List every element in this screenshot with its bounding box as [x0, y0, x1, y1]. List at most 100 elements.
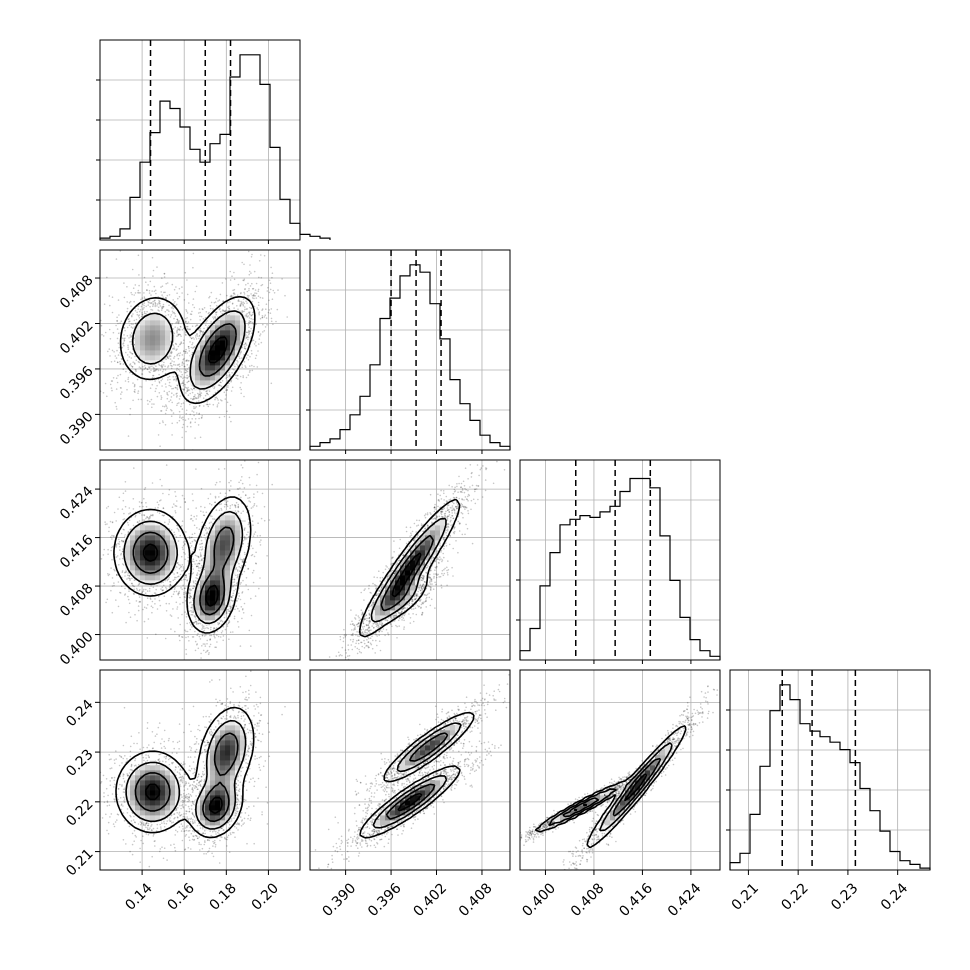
density-cell: [220, 355, 226, 361]
sample-point: [185, 360, 187, 362]
density-cell: [160, 355, 166, 361]
sample-point: [133, 588, 135, 591]
sample-point: [245, 494, 247, 496]
sample-point: [234, 374, 237, 377]
sample-point: [168, 390, 170, 393]
sample-point: [195, 336, 197, 338]
sample-point: [133, 585, 136, 588]
density-cell: [160, 320, 166, 326]
sample-point: [218, 416, 221, 419]
sample-point: [122, 343, 124, 345]
sample-point: [187, 418, 190, 420]
sample-point: [257, 350, 259, 352]
sample-point: [184, 419, 187, 422]
sample-point: [228, 308, 231, 310]
sample-point: [152, 303, 154, 305]
sample-point: [162, 306, 165, 308]
sample-point: [186, 293, 189, 296]
sample-point: [183, 542, 186, 545]
sample-point: [107, 553, 109, 555]
sample-point: [253, 496, 255, 499]
sample-point: [178, 370, 181, 372]
sample-point: [194, 667, 196, 669]
density-cell: [240, 320, 246, 326]
sample-point: [250, 314, 252, 317]
sample-point: [226, 388, 228, 391]
sample-point: [248, 294, 250, 297]
sample-point: [189, 518, 192, 520]
sample-point: [260, 276, 263, 279]
sample-point: [193, 407, 195, 410]
sample-point: [212, 318, 215, 320]
sample-point: [155, 369, 157, 372]
sample-point: [263, 519, 266, 522]
sample-point: [185, 348, 187, 351]
sample-point: [112, 535, 115, 537]
sample-point: [196, 572, 199, 574]
sample-point: [241, 310, 243, 312]
density-cell: [205, 335, 211, 341]
sample-point: [254, 531, 257, 533]
sample-point: [248, 326, 250, 329]
sample-point: [231, 303, 234, 305]
sample-point: [161, 420, 164, 422]
sample-point: [121, 508, 124, 511]
sample-point: [230, 379, 233, 382]
sample-point: [146, 368, 149, 370]
sample-point: [210, 291, 213, 294]
sample-point: [121, 358, 123, 361]
sample-point: [171, 283, 174, 286]
density-cell: [200, 360, 206, 366]
sample-point: [210, 321, 212, 323]
sample-point: [165, 297, 167, 300]
density-cell: [190, 365, 196, 371]
sample-point: [185, 392, 187, 394]
sample-point: [255, 292, 258, 295]
sample-point: [168, 400, 170, 403]
sample-point: [169, 399, 172, 401]
density-cell: [150, 350, 156, 356]
sample-point: [238, 481, 240, 484]
sample-point: [236, 294, 239, 297]
sample-point: [193, 395, 196, 398]
sample-point: [230, 599, 233, 602]
sample-point: [190, 661, 192, 663]
sample-point: [102, 392, 105, 394]
sample-point: [248, 371, 251, 373]
sample-point: [185, 430, 187, 433]
sample-point: [179, 375, 182, 378]
sample-point: [177, 592, 180, 594]
sample-point: [228, 481, 230, 484]
sample-point: [168, 375, 171, 378]
sample-point: [182, 566, 185, 568]
sample-point: [229, 296, 232, 298]
sample-point: [138, 274, 140, 276]
sample-point: [143, 514, 146, 517]
sample-point: [128, 574, 130, 577]
sample-point: [143, 292, 145, 294]
sample-point: [154, 289, 157, 292]
sample-point: [113, 582, 115, 584]
sample-point: [188, 359, 190, 362]
sample-point: [175, 378, 177, 381]
sample-point: [136, 521, 139, 523]
sample-point: [252, 287, 255, 290]
sample-point: [124, 571, 127, 573]
density-cell: [225, 340, 231, 346]
sample-point: [179, 343, 182, 345]
sample-point: [173, 311, 175, 314]
sample-point: [196, 643, 198, 645]
sample-point: [193, 621, 196, 624]
sample-point: [182, 541, 185, 543]
sample-point: [133, 362, 136, 364]
sample-point: [161, 589, 163, 592]
sample-point: [121, 550, 124, 553]
sample-point: [132, 498, 135, 500]
sample-point: [176, 394, 178, 397]
sample-point: [203, 635, 206, 637]
sample-point: [231, 302, 234, 305]
sample-point: [236, 305, 238, 307]
sample-point: [241, 476, 243, 478]
sample-point: [191, 493, 194, 495]
sample-point: [225, 278, 227, 280]
